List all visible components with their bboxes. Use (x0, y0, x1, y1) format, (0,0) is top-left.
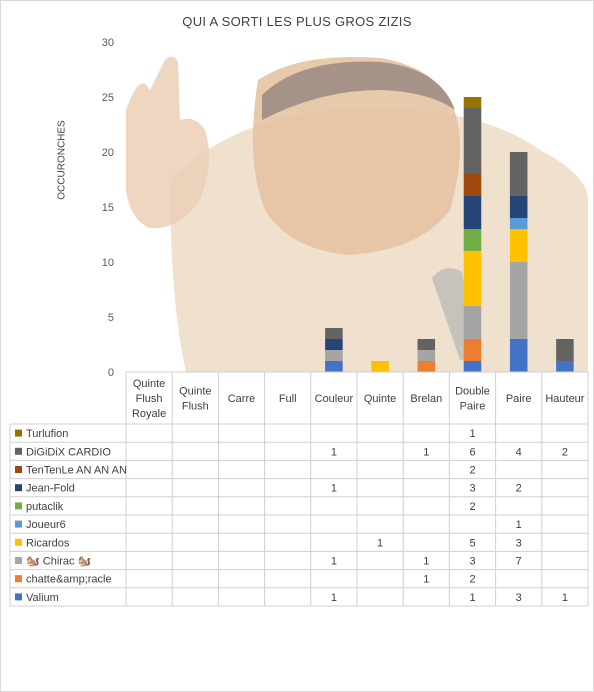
background-photo (126, 56, 588, 372)
y-tick-label: 10 (102, 257, 114, 269)
legend-entry: Jean-Fold (26, 483, 75, 495)
bar-segment (509, 229, 528, 262)
bar-segment (463, 251, 482, 306)
table-cell-value: 1 (423, 446, 429, 458)
legend-swatch (15, 575, 22, 583)
category-label: Paire (506, 393, 532, 405)
y-tick-label: 5 (108, 312, 114, 324)
table-cell-value: 3 (516, 537, 522, 549)
bar-segment (463, 174, 482, 196)
table-cell-value: 1 (423, 556, 429, 568)
bar-segment (509, 152, 528, 196)
legend-swatch (15, 520, 22, 528)
photo-hair-shape (262, 61, 455, 120)
legend-swatch (15, 466, 22, 473)
table-cell-value: 1 (562, 592, 568, 604)
category-label: Hauteur (545, 393, 584, 405)
bar-segment (556, 361, 574, 372)
table-cell-value: 7 (516, 556, 522, 568)
legend-entry: DiGiDiX CARDIO (26, 446, 111, 458)
bar-segment (463, 97, 482, 108)
bar-segment (463, 196, 482, 229)
bar-segment (463, 361, 482, 372)
legend-entry: Ricardos (26, 537, 70, 549)
y-tick-label: 0 (108, 367, 114, 379)
bar-segment (325, 350, 343, 361)
table-cell-value: 1 (331, 483, 337, 495)
table-cell-value: 1 (469, 592, 475, 604)
y-tick-label: 15 (102, 202, 114, 214)
table-cell-value: 1 (331, 556, 337, 568)
legend-swatch (15, 538, 22, 546)
legend-entry: chatte&amp;racle (26, 574, 112, 586)
photo-microphone-shape (432, 268, 474, 360)
legend-entry: Valium (26, 592, 59, 604)
legend-entry: Turlufion (26, 428, 68, 440)
bar-segment (325, 361, 343, 372)
y-tick-label: 30 (102, 37, 114, 49)
table-cell-value: 2 (469, 501, 475, 513)
category-label: Quinte (364, 393, 396, 405)
table-cell-value: 2 (469, 465, 475, 477)
bar-segment (509, 262, 528, 339)
table-cell-value: 3 (469, 556, 475, 568)
table-cell-value: 4 (516, 446, 522, 458)
bar-segment (463, 339, 482, 361)
legend-swatch (15, 429, 22, 437)
category-label: Double Paire (455, 386, 490, 413)
category-label: Quinte Flush (179, 386, 211, 413)
table-cell-value: 1 (377, 537, 383, 549)
table-cell-value: 5 (469, 537, 475, 549)
y-tick-label: 25 (102, 92, 114, 104)
legend-entry: Joueur6 (26, 519, 66, 531)
legend-entry: putaclik (26, 501, 64, 513)
category-label: Brelan (410, 393, 442, 405)
bar-segment (556, 339, 574, 361)
bar-segment (417, 361, 436, 372)
table-cell-value: 6 (469, 446, 475, 458)
bar-segment (325, 328, 343, 339)
table-cell-value: 3 (469, 483, 475, 495)
table-cell-value: 3 (516, 592, 522, 604)
legend-swatch (15, 593, 22, 601)
table-cell-value: 2 (469, 574, 475, 586)
table-cell-value: 2 (562, 446, 568, 458)
bar-segment (463, 229, 482, 251)
legend-swatch (15, 502, 22, 510)
bar-segment (325, 339, 343, 350)
table-cell-value: 2 (516, 483, 522, 495)
category-label: Full (279, 393, 297, 405)
bar-segment (509, 339, 528, 372)
bar-segment (509, 218, 528, 229)
table-cell-value: 1 (423, 574, 429, 586)
table-cell-value: 1 (516, 519, 522, 531)
bar-segment (509, 196, 528, 218)
table-cell-value: 1 (331, 446, 337, 458)
photo-face-shape (252, 56, 460, 255)
photo-hand-shape (126, 56, 209, 229)
bar-segment (463, 108, 482, 174)
category-label: Quinte Flush Royale (132, 378, 166, 420)
chart-title: QUI A SORTI LES PLUS GROS ZIZIS (182, 14, 412, 29)
category-label: Couleur (315, 393, 354, 405)
legend-entry: TenTenLe AN AN AN (26, 465, 127, 477)
bar-segment (371, 361, 389, 372)
bar-segment (463, 306, 482, 339)
bar-segment (417, 339, 436, 350)
legend-entry: 🐿️ Chirac 🐿️ (26, 556, 92, 568)
table-cell-value: 1 (331, 592, 337, 604)
y-tick-label: 20 (102, 147, 114, 159)
legend-swatch (15, 557, 22, 564)
legend-swatch (15, 484, 22, 492)
legend-swatch (15, 447, 22, 455)
table-cell-value: 1 (469, 428, 475, 440)
category-label: Carre (228, 393, 256, 405)
bar-segment (417, 350, 436, 361)
